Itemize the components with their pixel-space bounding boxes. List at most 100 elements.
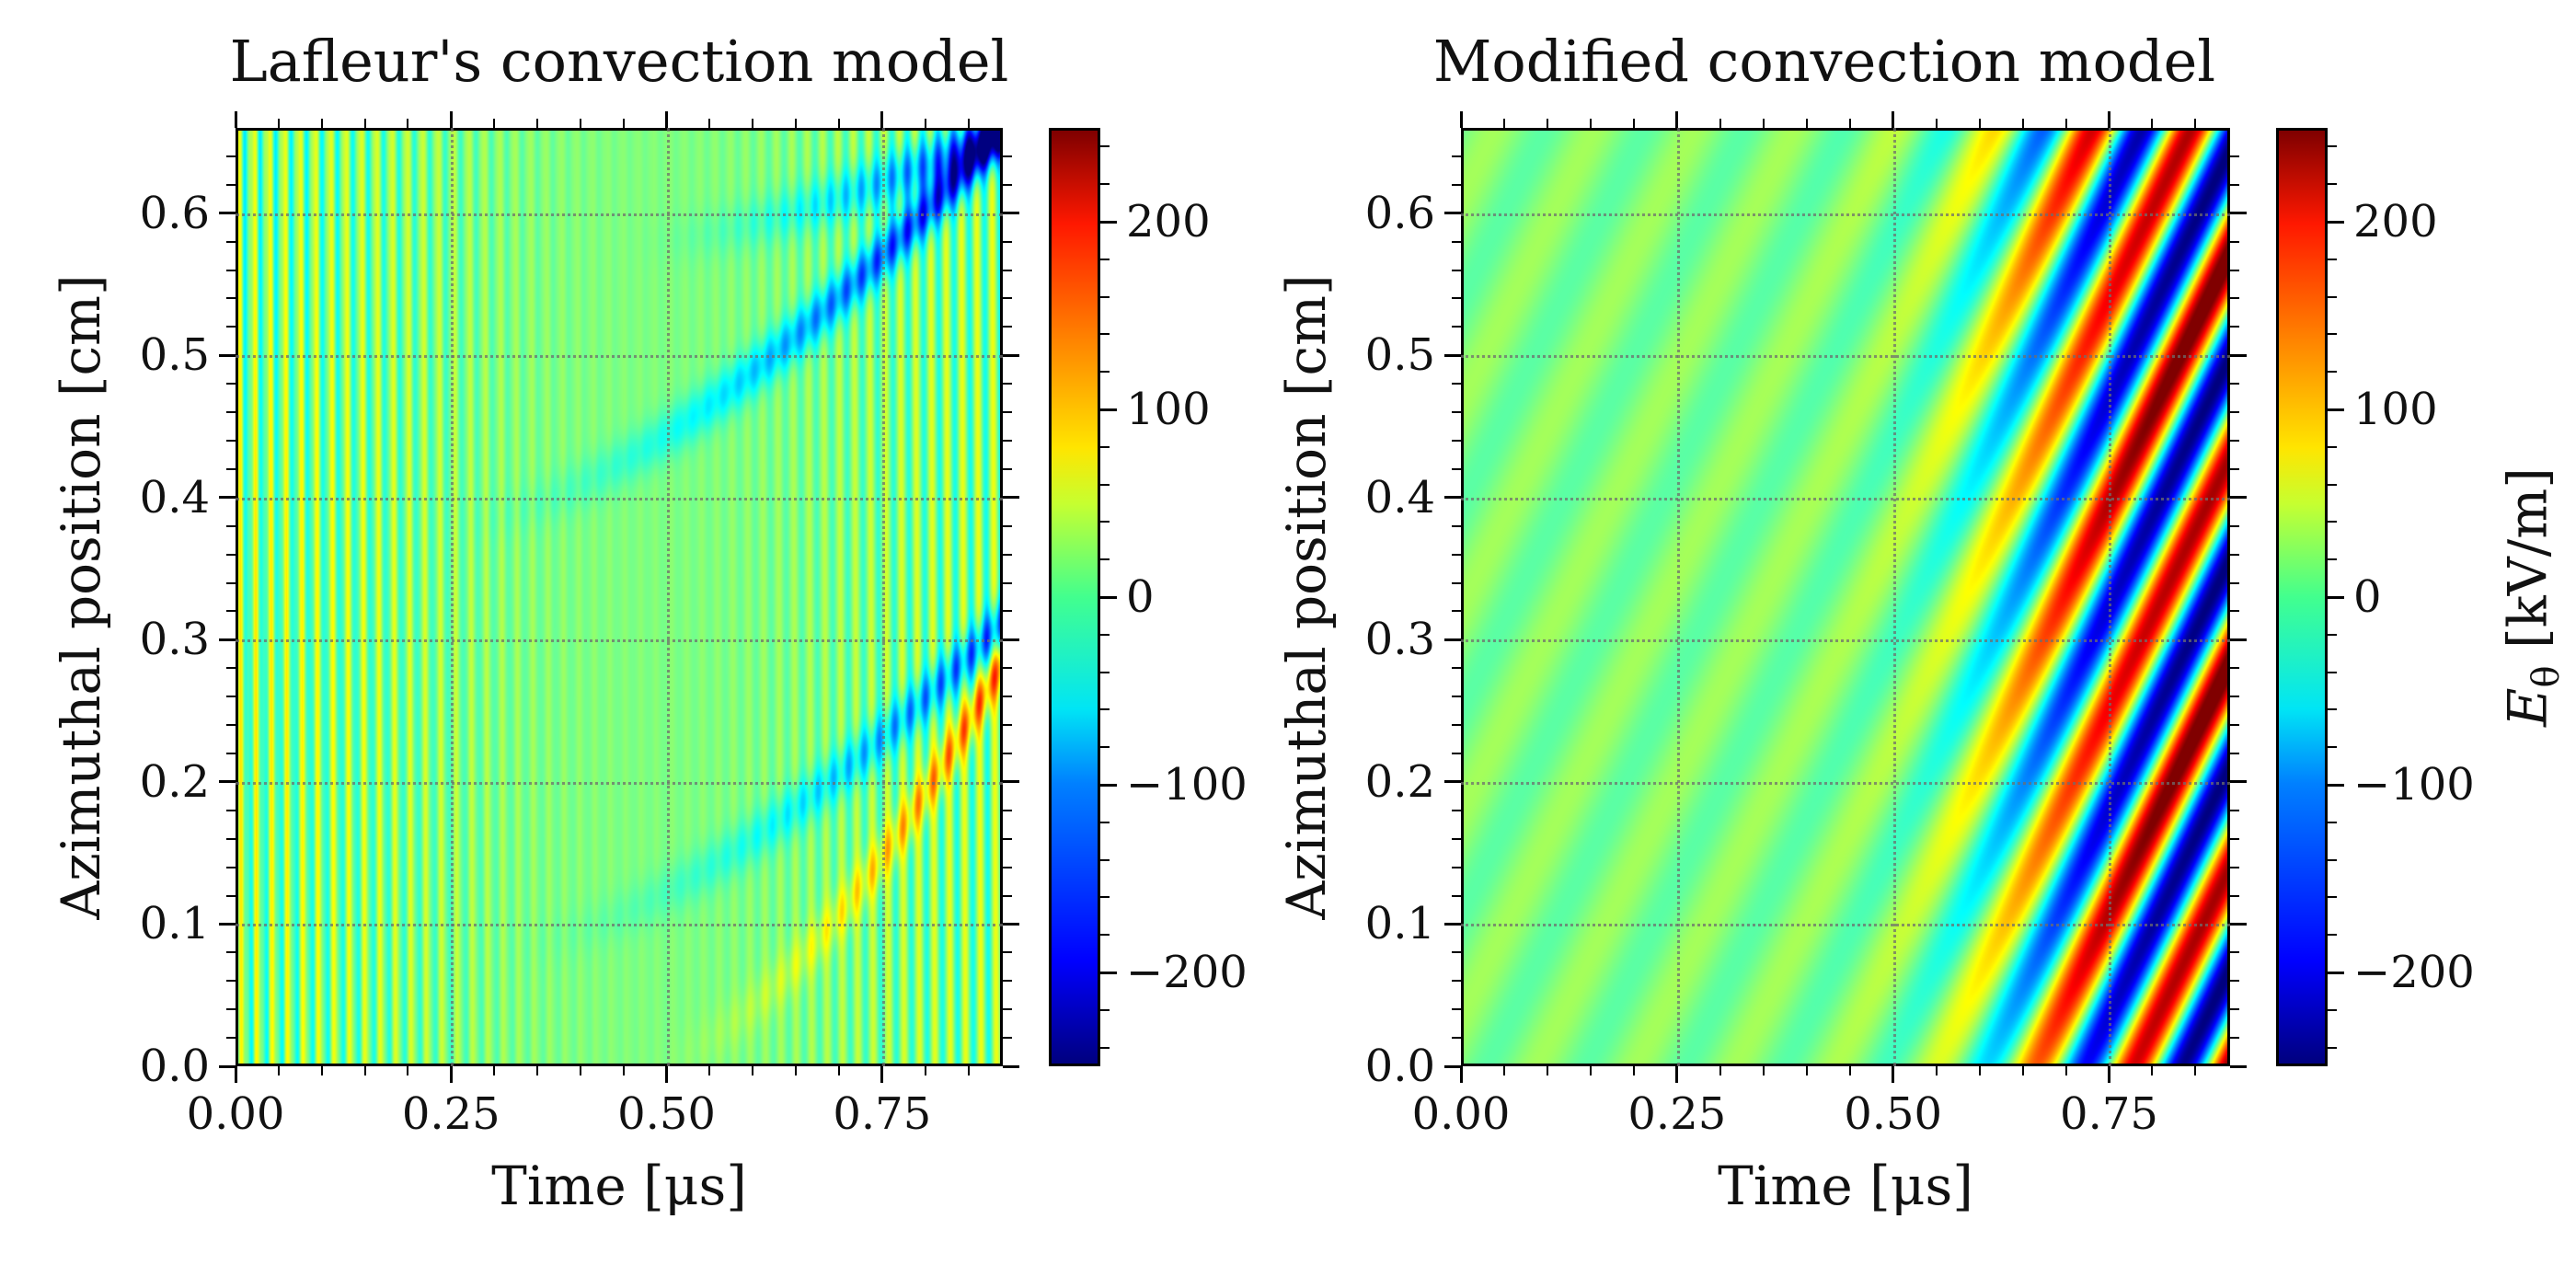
x-minor-tick-top-right <box>1502 119 1505 128</box>
x-axis-label-right: Time [μs] <box>1718 1155 1973 1217</box>
y-tick-left <box>219 212 236 215</box>
y-minor-tick-right-right <box>2230 667 2239 670</box>
y-minor-tick-right-left <box>1003 980 1012 983</box>
x-tick-left <box>234 1066 237 1083</box>
x-minor-tick-left <box>752 1066 754 1075</box>
x-tick-top-left <box>665 111 669 128</box>
colorbar-minor-tick-right <box>2328 633 2337 636</box>
y-tick-right <box>1444 638 1461 641</box>
y-minor-tick-right-left <box>1003 440 1012 442</box>
y-minor-tick-left <box>226 866 236 868</box>
x-minor-tick-top-left <box>320 119 323 128</box>
y-minor-tick-left <box>226 724 236 727</box>
x-tick-top-right <box>1675 111 1679 128</box>
y-minor-tick-right-left <box>1003 553 1012 556</box>
y-minor-tick-right <box>1452 553 1461 556</box>
grid-y-right <box>1461 213 2230 216</box>
colorbar-tick-right <box>2328 220 2344 224</box>
y-minor-tick-right <box>1452 183 1461 186</box>
y-tick-label-left: 0.4 <box>139 471 210 523</box>
grid-y-right <box>1461 924 2230 927</box>
y-minor-tick-left <box>226 1037 236 1040</box>
y-minor-tick-right <box>1452 951 1461 954</box>
y-minor-tick-right-right <box>2230 269 2239 271</box>
y-tick-right <box>1444 922 1461 926</box>
colorbar-tick-right <box>2328 595 2344 599</box>
y-minor-tick-right-right <box>2230 866 2239 868</box>
colorbar-minor-tick-left <box>1100 934 1110 937</box>
grid-x-right <box>1676 128 1680 1066</box>
y-minor-tick-right-left <box>1003 524 1012 527</box>
y-minor-tick-right-right <box>2230 753 2239 754</box>
y-minor-tick-right-left <box>1003 610 1012 613</box>
y-tick-right <box>1444 1064 1461 1068</box>
y-minor-tick-left <box>226 524 236 527</box>
x-tick-top-left <box>880 111 884 128</box>
x-minor-tick-top-right <box>2151 119 2154 128</box>
x-minor-tick-right <box>1978 1066 1981 1075</box>
y-tick-left <box>219 780 236 784</box>
colorbar-minor-tick-right <box>2328 558 2337 561</box>
y-minor-tick-right-left <box>1003 724 1012 727</box>
grid-x-left <box>451 128 454 1066</box>
y-minor-tick-right-right <box>2230 610 2239 613</box>
y-tick-label-left: 0.6 <box>139 187 210 239</box>
y-tick-label-left: 0.1 <box>139 898 210 950</box>
colorbar-minor-tick-left <box>1100 633 1110 636</box>
x-tick-label-right: 0.50 <box>1844 1088 1943 1140</box>
panel-title-left: Lafleur's convection model <box>229 28 1009 95</box>
y-tick-right-left <box>1003 638 1019 641</box>
y-minor-tick-right-left <box>1003 1008 1012 1011</box>
x-minor-tick-left <box>837 1066 840 1075</box>
y-minor-tick-right-left <box>1003 183 1012 186</box>
grid-y-right <box>1461 497 2230 500</box>
x-minor-tick-right <box>2194 1066 2197 1075</box>
colorbar-minor-tick-left <box>1100 445 1110 448</box>
y-tick-right-left <box>1003 780 1019 784</box>
y-minor-tick-right-left <box>1003 951 1012 954</box>
y-minor-tick-right-right <box>2230 1037 2239 1040</box>
x-tick-top-right <box>2107 111 2110 128</box>
x-minor-tick-top-left <box>363 119 366 128</box>
y-minor-tick-right-right <box>2230 383 2239 385</box>
colorbar-minor-tick-right <box>2328 1008 2337 1011</box>
colorbar-minor-tick-left <box>1100 858 1110 861</box>
y-minor-tick-right-left <box>1003 467 1012 470</box>
grid-y-right <box>1461 355 2230 359</box>
y-tick-left <box>219 496 236 500</box>
colorbar-minor-tick-left <box>1100 821 1110 823</box>
y-axis-label-right: Azimuthal position [cm] <box>1275 274 1338 920</box>
x-minor-tick-top-right <box>1589 119 1592 128</box>
y-minor-tick-right-right <box>2230 1008 2239 1011</box>
y-tick-label-right: 0.4 <box>1364 471 1435 523</box>
colorbar-minor-tick-right <box>2328 708 2337 711</box>
colorbar-minor-tick-right <box>2328 934 2337 937</box>
x-minor-tick-left <box>795 1066 798 1075</box>
colorbar-minor-tick-right <box>2328 333 2337 336</box>
y-minor-tick-right-right <box>2230 837 2239 840</box>
y-minor-tick-right-right <box>2230 297 2239 300</box>
y-minor-tick-right-left <box>1003 581 1012 584</box>
y-minor-tick-right <box>1452 411 1461 414</box>
y-tick-label-right: 0.1 <box>1364 898 1435 950</box>
y-minor-tick-right-left <box>1003 411 1012 414</box>
colorbar-tick-left <box>1100 220 1117 224</box>
y-minor-tick-left <box>226 696 236 698</box>
x-tick-left <box>880 1066 884 1083</box>
colorbar-minor-tick-right <box>2328 821 2337 823</box>
x-axis-label-left: Time [μs] <box>491 1155 747 1217</box>
y-minor-tick-right-left <box>1003 1037 1012 1040</box>
x-minor-tick-right <box>1762 1066 1765 1075</box>
y-minor-tick-right <box>1452 753 1461 754</box>
x-tick-label-right: 0.75 <box>2060 1088 2158 1140</box>
x-minor-tick-left <box>320 1066 323 1075</box>
grid-y-left <box>236 639 1003 643</box>
y-minor-tick-left <box>226 581 236 584</box>
y-minor-tick-left <box>226 951 236 954</box>
y-minor-tick-right <box>1452 1037 1461 1040</box>
colorbar-minor-tick-right <box>2328 896 2337 899</box>
x-minor-tick-top-right <box>1762 119 1765 128</box>
y-minor-tick-left <box>226 753 236 754</box>
colorbar-minor-tick-right <box>2328 295 2337 298</box>
